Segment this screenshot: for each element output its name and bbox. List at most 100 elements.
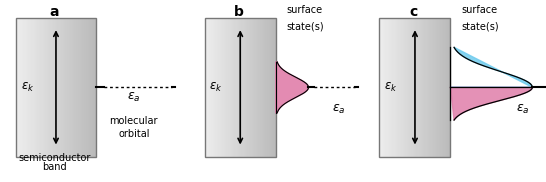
Bar — [63, 18, 64, 157]
Bar — [258, 18, 260, 157]
Bar — [440, 18, 442, 157]
Bar — [414, 18, 416, 157]
Text: state(s): state(s) — [461, 22, 499, 32]
Bar — [257, 18, 259, 157]
Bar — [253, 18, 255, 157]
Bar — [82, 18, 84, 157]
Bar — [424, 18, 426, 157]
Bar — [70, 18, 73, 157]
Bar — [19, 18, 21, 157]
Text: state(s): state(s) — [287, 22, 324, 32]
Bar — [76, 18, 78, 157]
Bar — [427, 18, 429, 157]
Bar — [418, 18, 420, 157]
Bar — [404, 18, 406, 157]
Bar — [93, 18, 95, 157]
Bar — [228, 18, 230, 157]
Bar — [410, 18, 412, 157]
Bar — [379, 18, 450, 157]
Bar — [44, 18, 46, 157]
Text: surface: surface — [287, 5, 323, 15]
Bar — [55, 18, 57, 157]
Bar — [51, 18, 52, 157]
Bar — [223, 18, 224, 157]
Bar — [231, 18, 233, 157]
Bar — [384, 18, 386, 157]
Bar — [444, 18, 446, 157]
Bar — [213, 18, 215, 157]
Bar — [79, 18, 80, 157]
Bar — [234, 18, 236, 157]
Text: molecular: molecular — [110, 116, 158, 126]
Text: $\varepsilon_a$: $\varepsilon_a$ — [332, 103, 345, 116]
Bar — [224, 18, 225, 157]
Bar — [212, 18, 213, 157]
Text: $\varepsilon_k$: $\varepsilon_k$ — [209, 81, 223, 94]
Bar — [58, 18, 61, 157]
Bar — [428, 18, 430, 157]
Bar — [240, 18, 242, 157]
Bar — [379, 18, 381, 157]
Bar — [269, 18, 270, 157]
Bar — [207, 18, 209, 157]
Bar — [52, 18, 54, 157]
Bar — [256, 18, 257, 157]
Text: $\varepsilon_k$: $\varepsilon_k$ — [21, 81, 34, 94]
Bar — [68, 18, 70, 157]
Bar — [247, 18, 249, 157]
Bar — [390, 18, 392, 157]
Bar — [215, 18, 217, 157]
Bar — [417, 18, 419, 157]
Bar — [400, 18, 401, 157]
Bar — [54, 18, 55, 157]
Bar — [31, 18, 33, 157]
Bar — [227, 18, 229, 157]
Bar — [245, 18, 247, 157]
Bar — [274, 18, 275, 157]
Bar — [235, 18, 237, 157]
Bar — [74, 18, 76, 157]
Bar — [436, 18, 438, 157]
Bar — [239, 18, 241, 157]
Bar — [395, 18, 396, 157]
Bar — [90, 18, 92, 157]
Bar — [397, 18, 399, 157]
Bar — [264, 18, 265, 157]
Bar — [250, 18, 251, 157]
Bar — [226, 18, 228, 157]
Bar — [254, 18, 256, 157]
Bar — [252, 18, 254, 157]
Bar — [64, 18, 66, 157]
Text: $\varepsilon_a$: $\varepsilon_a$ — [516, 103, 530, 116]
Bar — [244, 18, 246, 157]
Bar — [221, 18, 223, 157]
Bar — [251, 18, 253, 157]
Bar — [219, 18, 221, 157]
Bar — [87, 18, 90, 157]
Bar — [209, 18, 210, 157]
Bar — [382, 18, 383, 157]
Bar — [48, 18, 50, 157]
Bar — [391, 18, 393, 157]
Bar — [394, 18, 395, 157]
Bar — [402, 18, 403, 157]
Bar — [416, 18, 418, 157]
Bar — [448, 18, 450, 157]
Text: b: b — [234, 5, 244, 19]
Bar — [259, 18, 261, 157]
Bar — [432, 18, 435, 157]
Bar — [387, 18, 388, 157]
Bar — [23, 18, 25, 157]
Bar — [238, 18, 240, 157]
Bar — [35, 18, 37, 157]
Bar — [26, 18, 27, 157]
Bar — [423, 18, 425, 157]
Bar — [28, 18, 30, 157]
Bar — [437, 18, 439, 157]
Bar — [206, 18, 207, 157]
Bar — [49, 18, 51, 157]
Bar — [429, 18, 431, 157]
Bar — [20, 18, 22, 157]
Bar — [81, 18, 83, 157]
Bar — [24, 18, 26, 157]
